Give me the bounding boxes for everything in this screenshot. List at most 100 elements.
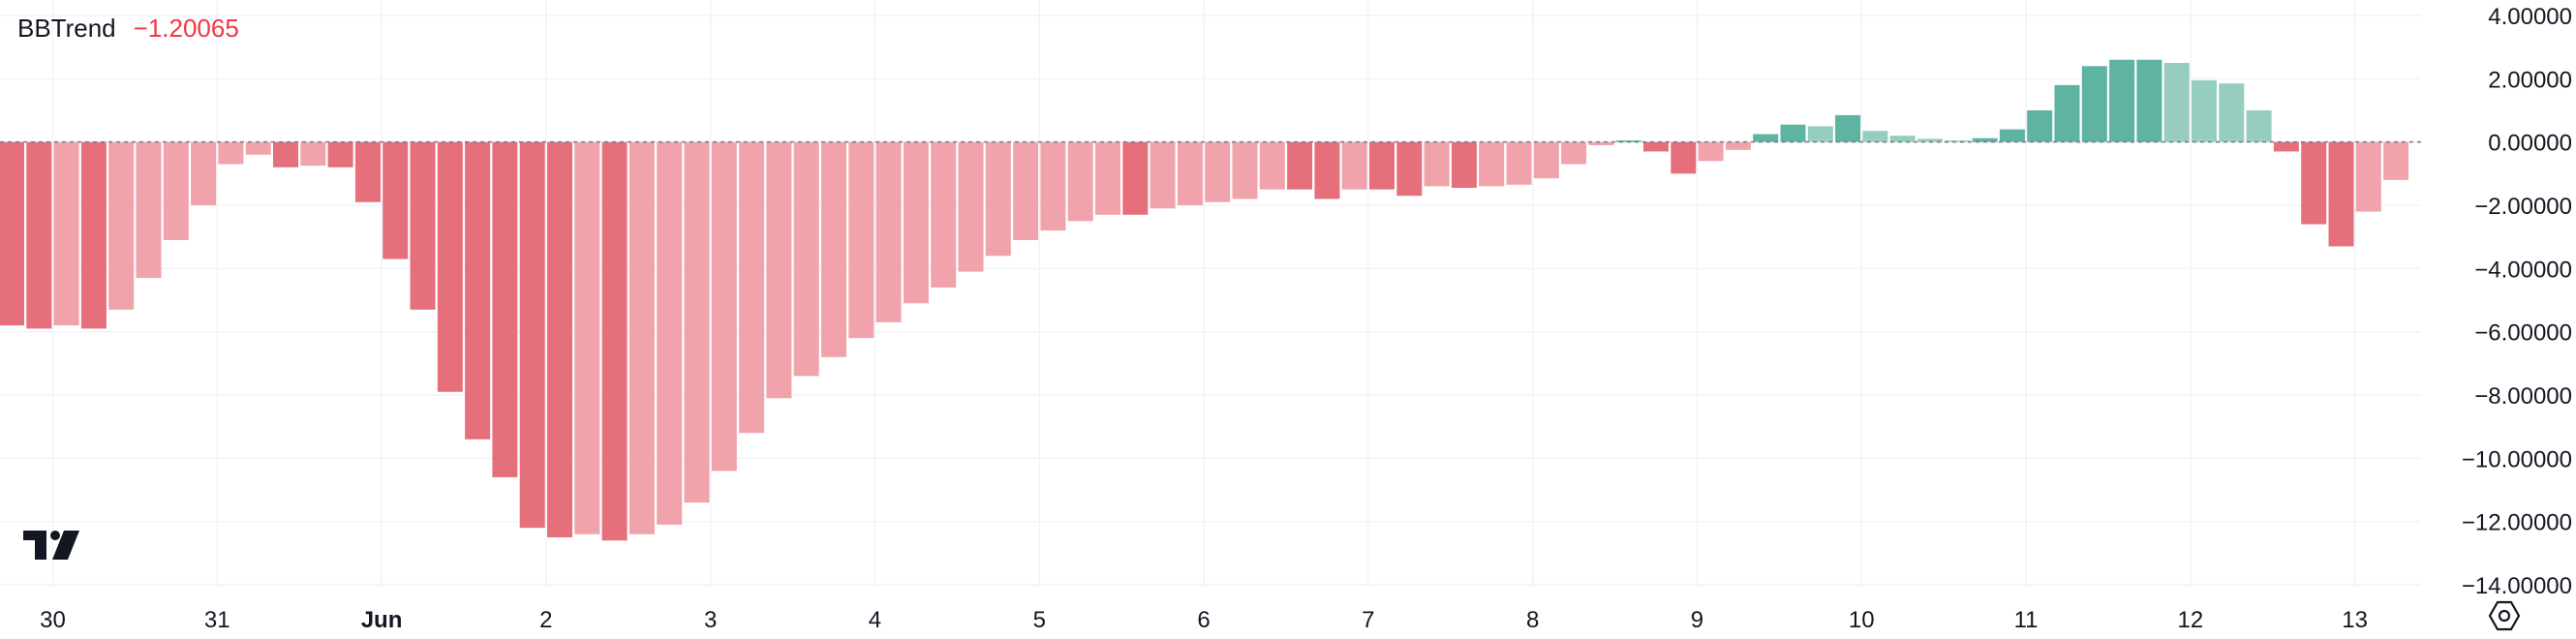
histogram-bar (602, 142, 628, 541)
histogram-bar (2027, 110, 2052, 142)
histogram-bar (1013, 142, 1038, 240)
histogram-bar (1588, 142, 1613, 145)
x-tick-label: 12 (2177, 607, 2203, 633)
histogram-bar (1671, 142, 1696, 174)
histogram-bar (547, 142, 572, 537)
histogram-bar (1699, 142, 1724, 162)
y-tick-label: −14.00000 (2462, 573, 2572, 599)
histogram-bar (1507, 142, 1532, 185)
histogram-bar (355, 142, 381, 202)
histogram-bar (1122, 142, 1148, 215)
x-tick-label: 9 (1691, 607, 1703, 633)
histogram-bar (1862, 131, 1887, 141)
histogram-bar (1314, 142, 1339, 199)
histogram-bar (1287, 142, 1312, 190)
histogram-bar (2301, 142, 2326, 225)
histogram-bar (2192, 80, 2217, 142)
histogram-bar (1534, 142, 1559, 179)
histogram-bar (629, 142, 655, 534)
histogram-bar (766, 142, 791, 399)
histogram-bar (81, 142, 107, 329)
histogram-bar (1178, 142, 1203, 205)
histogram-bar (2329, 142, 2354, 247)
histogram-bar (1945, 140, 1970, 142)
histogram-bar (931, 142, 956, 288)
histogram-bar (108, 142, 134, 310)
histogram-bar (2000, 130, 2025, 142)
indicator-value: −1.20065 (134, 14, 239, 44)
histogram-bar (2082, 66, 2107, 141)
histogram-bar (218, 142, 243, 165)
histogram-bar (2136, 60, 2162, 142)
histogram-bar (191, 142, 216, 205)
x-tick-label: 3 (704, 607, 717, 633)
histogram-bar (1479, 142, 1504, 187)
histogram-bar (959, 142, 984, 272)
histogram-bar (328, 142, 353, 167)
histogram-bar (1342, 142, 1367, 190)
x-axis: 30 31 Jun 2 3 4 5 6 7 8 9 10 11 12 13 (40, 607, 2368, 633)
histogram-bar (739, 142, 764, 434)
indicator-name[interactable]: BBTrend (17, 14, 116, 44)
x-tick-label: 4 (869, 607, 881, 633)
indicator-legend[interactable]: BBTrend −1.20065 (17, 14, 239, 44)
y-tick-label: 4.00000 (2488, 4, 2572, 30)
histogram-bar (2219, 83, 2244, 141)
histogram-bar (273, 142, 298, 167)
histogram-bar (986, 142, 1011, 257)
histogram-bar (1561, 142, 1586, 165)
histogram-bar (2109, 60, 2134, 142)
histogram-bar (137, 142, 162, 278)
y-tick-label: −8.00000 (2474, 383, 2572, 410)
histogram-bar (465, 142, 490, 440)
chart-settings-icon[interactable] (2487, 598, 2522, 633)
x-tick-label: 31 (204, 607, 230, 633)
histogram-bar (2247, 110, 2272, 142)
y-tick-label: −4.00000 (2474, 257, 2572, 283)
histogram-bar (1643, 142, 1669, 152)
histogram-bar (1233, 142, 1258, 199)
histogram-bar (54, 142, 79, 325)
histogram-bar (438, 142, 463, 392)
x-tick-label: Jun (361, 607, 403, 633)
histogram-bar (685, 142, 710, 502)
histogram-bar (1068, 142, 1093, 222)
histogram-bar (26, 142, 51, 329)
histogram-bar (1369, 142, 1395, 190)
x-tick-label: 6 (1197, 607, 1210, 633)
x-tick-label: 8 (1526, 607, 1539, 633)
x-tick-label: 30 (40, 607, 66, 633)
histogram-bar (904, 142, 929, 304)
tradingview-logo-icon[interactable] (23, 531, 85, 563)
histogram-bar (520, 142, 545, 529)
histogram-bar (1425, 142, 1450, 187)
y-tick-label: 2.00000 (2488, 67, 2572, 93)
histogram-bar (2055, 85, 2080, 142)
y-tick-label: −10.00000 (2462, 446, 2572, 472)
x-tick-label: 13 (2342, 607, 2368, 633)
histogram-bar (246, 142, 271, 155)
histogram-bar (2383, 142, 2408, 180)
x-tick-label: 2 (539, 607, 552, 633)
y-tick-label: −2.00000 (2474, 194, 2572, 220)
histogram-bar (383, 142, 408, 259)
y-axis: 4.00000 2.00000 0.00000 −2.00000 −4.00000 −6.… (2462, 4, 2572, 599)
histogram-bar (2274, 142, 2299, 152)
histogram-bar (1396, 142, 1422, 197)
histogram-bar (300, 142, 325, 167)
histogram-bar (411, 142, 436, 310)
histogram-bar (574, 142, 599, 534)
histogram-bar (1753, 135, 1778, 142)
y-tick-label: −12.00000 (2462, 510, 2572, 536)
histogram-bar (848, 142, 874, 339)
histogram-bar (492, 142, 517, 477)
histogram-bar (1205, 142, 1230, 202)
histogram-bar (1726, 142, 1751, 150)
histogram-bar (1781, 125, 1806, 142)
y-tick-label: 0.00000 (2488, 131, 2572, 157)
histogram-bar (2356, 142, 2381, 212)
histogram-bar (712, 142, 737, 472)
histogram-bar (794, 142, 819, 377)
x-tick-label: 7 (1362, 607, 1374, 633)
